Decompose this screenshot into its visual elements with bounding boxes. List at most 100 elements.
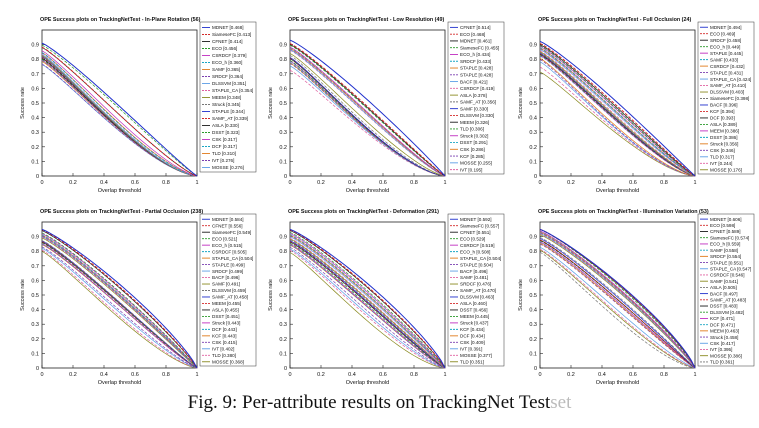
series-line-7 xyxy=(539,47,696,177)
x-axis-label: Overlap threshold xyxy=(596,380,639,386)
legend-entry: SRDCF [0.499] xyxy=(212,269,243,274)
legend-entry: SAMF [0.558] xyxy=(710,248,738,253)
legend-entry: BACF [0.496] xyxy=(212,275,240,280)
series-line-3 xyxy=(41,230,198,369)
series-line-8 xyxy=(41,235,198,369)
y-tick-label: 0.1 xyxy=(279,351,287,357)
legend-entry: CFNET [0.514] xyxy=(460,25,491,30)
series-line-6 xyxy=(539,47,696,177)
curves xyxy=(289,39,446,177)
y-tick-label: 0 xyxy=(36,174,39,180)
x-axis-label: Overlap threshold xyxy=(346,380,389,386)
legend-entry: STAPLE_CA [0.424] xyxy=(710,77,751,82)
chart-title: OPE Success plots on TrackingNetTest - I… xyxy=(538,209,709,215)
x-tick-label: 0.8 xyxy=(162,180,170,186)
legend-entry: MEEM [0.348] xyxy=(212,95,241,100)
legend-entry: STAPLE_CA [0.547] xyxy=(710,266,751,271)
y-tick-label: 0 xyxy=(534,174,537,180)
legend-entry: SAMF_AT [0.410] xyxy=(710,83,746,88)
legend-entry: MEEM [0.445] xyxy=(460,314,489,319)
y-tick-label: 0.7 xyxy=(31,264,39,270)
legend-box xyxy=(697,21,755,175)
legend-entry: CSK [0.317] xyxy=(212,137,237,142)
series-line-14 xyxy=(539,239,696,369)
legend-entry: CSRDCF [0.419] xyxy=(460,86,494,91)
legend-entry: ECO [0.598] xyxy=(710,223,735,228)
legend-entry: DLSSVM [0.459] xyxy=(212,288,246,293)
legend-entry: BACF [0.497] xyxy=(710,291,738,296)
legend-entry: MDNET [0.584] xyxy=(212,217,244,222)
chart-panel-3: OPE Success plots on TrackingNetTest - F… xyxy=(518,17,755,194)
series-line-7 xyxy=(289,48,446,177)
legend-box xyxy=(447,213,505,367)
y-tick-label: 0.9 xyxy=(529,43,537,49)
curves xyxy=(539,40,696,177)
series-line-9 xyxy=(289,236,446,369)
series-line-20 xyxy=(41,246,198,369)
legend-entry: MDNET [0.494] xyxy=(710,25,742,30)
legend-entry: TLD [0.310] xyxy=(212,151,236,156)
y-tick-label: 0.4 xyxy=(31,308,39,314)
series-line-9 xyxy=(539,233,696,369)
legend-entry: ECO [0.521] xyxy=(212,236,237,241)
series-line-2 xyxy=(289,43,446,177)
y-tick-label: 0.9 xyxy=(31,43,39,49)
series-line-8 xyxy=(539,48,696,177)
legend-entry: TLD [0.351] xyxy=(460,359,484,364)
legend-entry: SAMF_AT [0.483] xyxy=(710,298,746,303)
legend-entry: CFNET [0.551] xyxy=(460,230,491,235)
series-line-16 xyxy=(41,242,198,369)
legend-entry: CSK [0.409] xyxy=(460,340,485,345)
legend-entry: STAPLE_CA [0.354] xyxy=(212,88,253,93)
series-line-17 xyxy=(41,59,198,177)
y-tick-label: 0.5 xyxy=(529,101,537,107)
series-line-4 xyxy=(41,232,198,369)
x-tick-label: 0 xyxy=(40,372,43,378)
x-tick-label: 1 xyxy=(443,372,446,378)
y-tick-label: 0.7 xyxy=(279,264,287,270)
legend-box xyxy=(199,21,257,173)
x-tick-label: 0.2 xyxy=(317,372,325,378)
x-tick-label: 0.8 xyxy=(660,372,668,378)
legend-entry: STAPLE [0.344] xyxy=(212,109,245,114)
legend-entry: MOSSE [0.377] xyxy=(460,353,492,358)
legend-entry: KCF [0.434] xyxy=(460,327,485,332)
legend-entry: SRDCF [0.433] xyxy=(460,59,491,64)
legend-entry: DSST [0.456] xyxy=(460,308,488,313)
series-line-6 xyxy=(41,234,198,369)
x-tick-label: 0 xyxy=(538,180,541,186)
x-tick-label: 0.2 xyxy=(69,180,77,186)
x-tick-label: 0.4 xyxy=(100,180,108,186)
legend-entry: ASLA [0.378] xyxy=(460,93,487,98)
y-tick-label: 0.1 xyxy=(31,159,39,165)
x-tick-label: 0.2 xyxy=(567,372,575,378)
y-tick-label: 0.8 xyxy=(529,57,537,63)
y-tick-label: 0.3 xyxy=(31,130,39,136)
series-line-13 xyxy=(289,57,446,177)
series-line-1 xyxy=(41,228,198,369)
y-tick-label: 0.4 xyxy=(529,308,537,314)
y-tick-label: 0.6 xyxy=(31,86,39,92)
legend-entry: IVT [0.402] xyxy=(212,347,234,352)
legend-entry: KCF [0.443] xyxy=(212,334,237,339)
series-line-19 xyxy=(539,57,696,177)
legend-entry: IVT [0.391] xyxy=(460,347,482,352)
legend-entry: MEEM [0.455] xyxy=(212,301,241,306)
y-tick-label: 0.1 xyxy=(529,351,537,357)
y-tick-label: 0.8 xyxy=(31,57,39,63)
y-tick-label: 0.2 xyxy=(279,145,287,151)
legend-entry: MDNET [0.606] xyxy=(710,217,742,222)
y-tick-label: 0.3 xyxy=(529,322,537,328)
y-tick-label: 0.9 xyxy=(31,235,39,241)
legend-entry: Struck [0.345] xyxy=(212,102,240,107)
series-line-10 xyxy=(289,237,446,369)
x-tick-label: 0.4 xyxy=(100,372,108,378)
legend-entry: KCF [0.394] xyxy=(710,109,735,114)
series-line-2 xyxy=(539,42,696,177)
series-line-2 xyxy=(289,229,446,369)
legend-entry: CSK [0.415] xyxy=(212,340,237,345)
chart-title: OPE Success plots on TrackingNetTest - F… xyxy=(538,17,691,23)
series-line-4 xyxy=(289,232,446,369)
series-line-10 xyxy=(539,50,696,177)
